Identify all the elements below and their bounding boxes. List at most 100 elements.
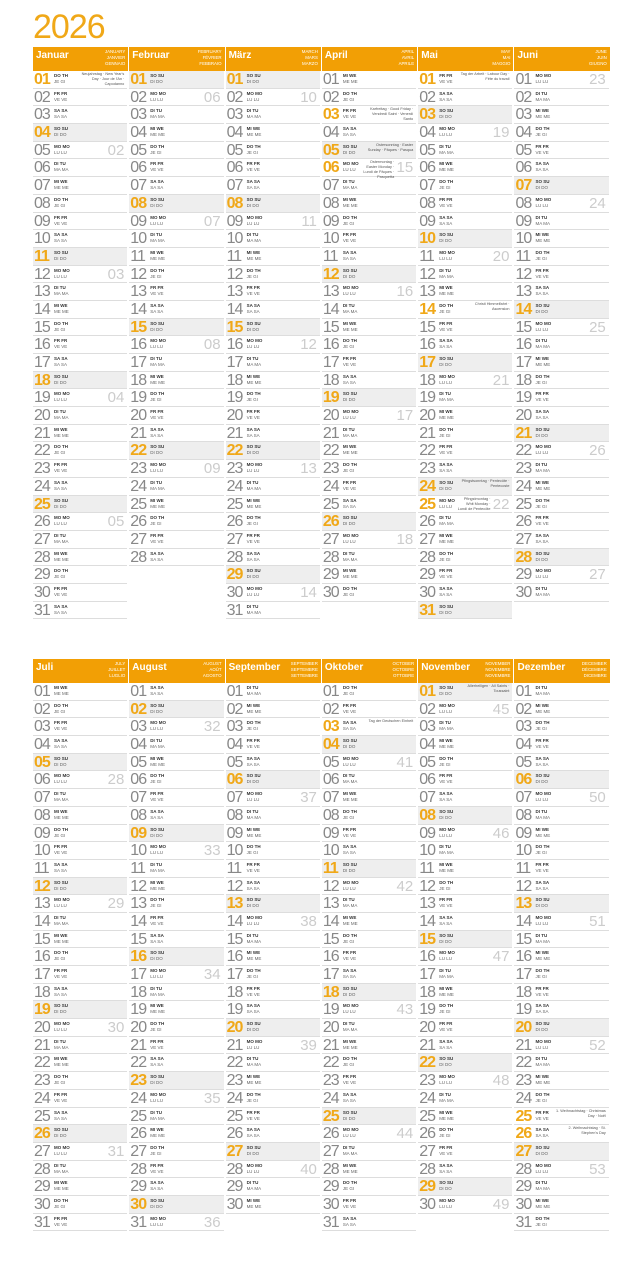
day-row[interactable]: 26 DO TH JE GI xyxy=(418,1125,513,1143)
day-row[interactable]: 31 MO MO LU LU 36 xyxy=(129,1214,224,1232)
day-row[interactable]: 02 FR FR VE VE xyxy=(321,701,417,719)
day-row[interactable]: 28 FR FR VE VE xyxy=(129,1161,224,1179)
day-row[interactable]: 21 MI WE ME ME xyxy=(33,425,128,443)
day-row[interactable]: 30 FR FR VE VE xyxy=(321,1196,417,1214)
day-row[interactable]: 14 DI TU MA MA xyxy=(33,913,128,931)
day-row[interactable]: 15 DO TH JE GI xyxy=(33,319,128,337)
day-row[interactable]: 03 DO TH JE GI xyxy=(225,718,320,737)
day-row[interactable]: 01 DI TU MA MA xyxy=(514,683,609,701)
day-row[interactable]: 05 FR FR VE VE xyxy=(514,142,609,160)
day-row[interactable]: 12 FR FR VE VE xyxy=(514,266,609,284)
day-row[interactable]: 12 MO MO LU LU 03 xyxy=(33,266,128,284)
day-row[interactable]: 10 DI TU MA MA xyxy=(129,230,224,248)
day-row[interactable]: 27 MO MO LU LU 18 xyxy=(321,531,417,549)
day-row[interactable]: 25 FR FR VE VE 1. Weihnachtstag · Christmas… xyxy=(514,1108,609,1126)
day-row[interactable]: 25 MI WE ME ME xyxy=(225,496,320,514)
day-row[interactable]: 22 FR FR VE VE xyxy=(418,442,513,461)
day-row[interactable]: 12 SA SA SA SA xyxy=(225,878,320,896)
day-row[interactable]: 23 DO TH JE GI xyxy=(33,1072,128,1090)
day-row[interactable]: 25 MI WE ME ME xyxy=(418,1108,513,1126)
day-row[interactable]: 20 MI WE ME ME xyxy=(418,407,513,425)
day-row[interactable]: 01 DO TH JE GI xyxy=(321,683,417,701)
day-row[interactable]: 08 SO SU DI DO xyxy=(129,194,224,213)
day-row[interactable]: 13 DI TU MA MA xyxy=(33,283,128,301)
day-row[interactable]: 09 MI WE ME ME xyxy=(225,825,320,843)
day-row[interactable]: 07 DO TH JE GI xyxy=(418,177,513,195)
day-row[interactable]: 06 SO SU DI DO xyxy=(225,771,320,790)
day-row[interactable]: 25 MO MO LU LU 22 Pfingstmontag · Whit Monda… xyxy=(418,496,513,514)
day-row[interactable]: 18 DO TH JE GI xyxy=(514,372,609,390)
day-row[interactable]: 23 MO MO LU LU 13 xyxy=(225,460,320,478)
day-row[interactable]: 30 MI WE ME ME xyxy=(225,1196,320,1214)
day-row[interactable]: 26 DO TH JE GI xyxy=(129,513,224,531)
day-row[interactable]: 07 SA SA SA SA xyxy=(225,177,320,195)
day-row[interactable]: 23 DI TU MA MA xyxy=(514,460,609,478)
day-row[interactable]: 28 MI WE ME ME xyxy=(321,1161,417,1179)
day-row[interactable]: 17 DO TH JE GI xyxy=(225,966,320,984)
day-row[interactable]: 12 DO TH JE GI xyxy=(129,266,224,284)
day-row[interactable]: 09 FR FR VE VE xyxy=(321,825,417,843)
day-row[interactable]: 10 DO TH JE GI xyxy=(514,842,609,860)
day-row[interactable]: 21 DI TU MA MA xyxy=(321,425,417,443)
day-row[interactable]: 23 MI WE ME ME xyxy=(514,1072,609,1090)
day-row[interactable]: 25 FR FR VE VE xyxy=(225,1108,320,1126)
day-row[interactable]: 24 DO TH JE GI xyxy=(225,1090,320,1108)
day-row[interactable]: 06 MO MO LU LU 28 xyxy=(33,771,128,790)
day-row[interactable]: 29 MI WE ME ME xyxy=(321,566,417,584)
day-row[interactable]: 06 DI TU MA MA xyxy=(33,159,128,178)
day-row[interactable]: 17 DI TU MA MA xyxy=(225,354,320,372)
day-row[interactable]: 24 FR FR VE VE xyxy=(33,1090,128,1108)
day-row[interactable]: 28 SA SA SA SA xyxy=(129,549,224,567)
day-row[interactable]: 18 SO SU DI DO xyxy=(321,983,417,1002)
day-row[interactable]: 11 SO SU DI DO xyxy=(321,859,417,878)
day-row[interactable]: 12 DI TU MA MA xyxy=(418,266,513,284)
day-row[interactable]: 07 SO SU DI DO xyxy=(514,177,609,195)
day-row[interactable]: 24 MI WE ME ME xyxy=(514,478,609,496)
day-row[interactable]: 15 MO MO LU LU 25 xyxy=(514,319,609,337)
day-row[interactable]: 01 SO SU DI DO xyxy=(225,71,320,89)
day-row[interactable]: 11 FR FR VE VE xyxy=(514,860,609,878)
day-row[interactable]: 13 SO SU DI DO xyxy=(225,895,320,913)
day-row[interactable]: 18 MO MO LU LU 21 xyxy=(418,372,513,390)
day-row[interactable]: 28 MO MO LU LU 40 xyxy=(225,1161,320,1179)
day-row[interactable]: 19 SO SU DI DO xyxy=(33,1001,128,1020)
day-row[interactable]: 20 FR FR VE VE xyxy=(225,407,320,425)
day-row[interactable]: 08 SO SU DI DO xyxy=(418,806,513,825)
day-row[interactable]: 14 SA SA SA SA xyxy=(129,301,224,319)
day-row[interactable]: 04 FR FR VE VE xyxy=(225,736,320,754)
day-row[interactable]: 03 DI TU MA MA xyxy=(418,718,513,737)
day-row[interactable]: 13 FR FR VE VE xyxy=(225,283,320,301)
day-row[interactable]: 07 DI TU MA MA xyxy=(321,177,417,195)
day-row[interactable]: 22 SO SU DI DO xyxy=(129,442,224,461)
day-row[interactable]: 05 DO TH JE GI xyxy=(225,142,320,160)
day-row[interactable]: 10 FR FR VE VE xyxy=(33,842,128,860)
day-row[interactable]: 05 SO SU DI DO Ostersonntag · Easter Sunday… xyxy=(321,141,417,160)
day-row[interactable]: 08 MO MO LU LU 24 xyxy=(514,195,609,213)
day-row[interactable]: 20 DO TH JE GI xyxy=(129,1019,224,1037)
day-row[interactable]: 06 SA SA SA SA xyxy=(514,159,609,178)
day-row[interactable]: 30 DO TH JE GI xyxy=(321,584,417,602)
day-row[interactable]: 05 MO MO LU LU 02 xyxy=(33,142,128,160)
day-row[interactable]: 28 DI TU MA MA xyxy=(321,549,417,567)
day-row[interactable]: 19 DI TU MA MA xyxy=(418,389,513,408)
day-row[interactable]: 29 MI WE ME ME xyxy=(33,1178,128,1196)
day-row[interactable]: 24 SO SU DI DO Pfingstsonntag · Pentecôte ·… xyxy=(418,477,513,496)
day-row[interactable]: 29 DO TH JE GI xyxy=(321,1178,417,1196)
day-row[interactable]: 21 SA SA SA SA xyxy=(225,425,320,443)
day-row[interactable]: 08 DO TH JE GI xyxy=(321,807,417,825)
day-row[interactable]: 20 SO SU DI DO xyxy=(514,1019,609,1037)
day-row[interactable]: 15 SO SU DI DO xyxy=(225,318,320,337)
day-row[interactable]: 16 MI WE ME ME xyxy=(225,948,320,966)
day-row[interactable]: 02 SO SU DI DO xyxy=(129,700,224,719)
day-row[interactable]: 30 SO SU DI DO xyxy=(129,1195,224,1214)
day-row[interactable]: 08 MI WE ME ME xyxy=(321,195,417,213)
day-row[interactable]: 11 DO TH JE GI xyxy=(514,248,609,266)
day-row[interactable]: 11 SO SU DI DO xyxy=(33,247,128,266)
day-row[interactable]: 22 MI WE ME ME xyxy=(33,1054,128,1073)
day-row[interactable]: 13 SA SA SA SA xyxy=(514,283,609,301)
day-row[interactable]: 04 MI WE ME ME xyxy=(418,736,513,754)
day-row[interactable]: 05 MO MO LU LU 41 xyxy=(321,754,417,772)
day-row[interactable]: 11 SA SA SA SA xyxy=(33,860,128,878)
day-row[interactable]: 30 MI WE ME ME xyxy=(514,1196,609,1214)
day-row[interactable]: 26 SA SA SA SA 2. Weihnachtstag · St. Steph… xyxy=(514,1125,609,1143)
